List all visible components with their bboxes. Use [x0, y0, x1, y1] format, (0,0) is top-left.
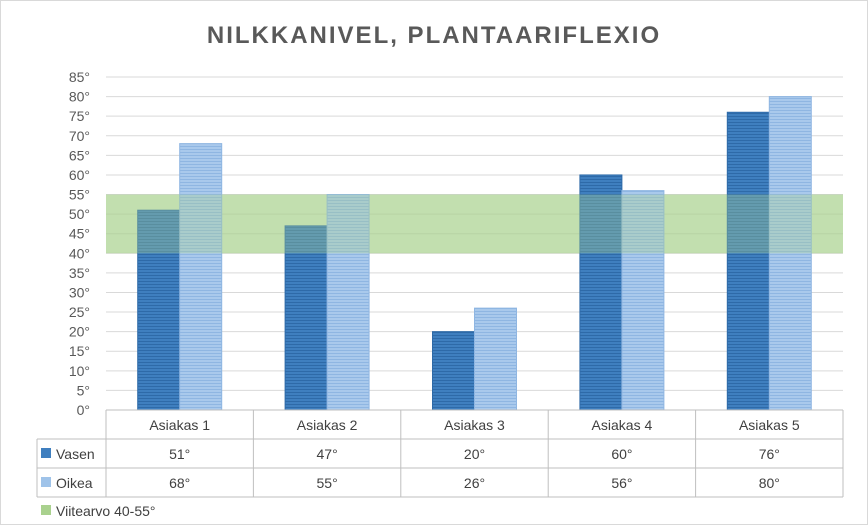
- legend-key-reference: [41, 505, 51, 515]
- y-tick-label: 40°: [69, 245, 90, 261]
- bar-oikea: [621, 190, 665, 411]
- x-category-label: Asiakas 1: [149, 417, 210, 433]
- bar-vasen: [284, 225, 328, 411]
- x-category-label: Asiakas 3: [444, 417, 505, 433]
- y-tick-label: 35°: [69, 265, 90, 281]
- data-label: 56°: [611, 475, 632, 491]
- y-tick-label: 55°: [69, 187, 90, 203]
- y-tick-label: 0°: [77, 402, 90, 418]
- legend-key-oikea: [41, 477, 51, 487]
- data-label: 76°: [759, 446, 780, 462]
- reference-band: [106, 194, 843, 254]
- legend-label: Oikea: [56, 475, 93, 491]
- x-category-label: Asiakas 2: [297, 417, 358, 433]
- y-tick-label: 60°: [69, 167, 90, 183]
- legend-label: Viitearvo 40-55°: [56, 503, 156, 519]
- y-tick-label: 65°: [69, 147, 90, 163]
- y-tick-label: 70°: [69, 128, 90, 144]
- data-label: 68°: [169, 475, 190, 491]
- bar-vasen: [579, 174, 623, 411]
- reference-band-overlay: [106, 194, 843, 254]
- bar-oikea: [179, 143, 223, 411]
- bar-oikea: [326, 194, 370, 411]
- y-tick-label: 75°: [69, 108, 90, 124]
- data-label: 80°: [759, 475, 780, 491]
- y-tick-label: 30°: [69, 284, 90, 300]
- bar-vasen: [726, 111, 770, 411]
- x-category-label: Asiakas 4: [592, 417, 653, 433]
- y-tick-label: 50°: [69, 206, 90, 222]
- bar-oikea: [474, 307, 517, 411]
- data-label: 20°: [464, 446, 485, 462]
- bar-oikea: [768, 96, 812, 411]
- y-tick-label: 45°: [69, 226, 90, 242]
- y-tick-label: 85°: [69, 69, 90, 85]
- legend-key-vasen: [41, 448, 51, 458]
- y-tick-label: 15°: [69, 343, 90, 359]
- data-label: 47°: [317, 446, 338, 462]
- data-label: 51°: [169, 446, 190, 462]
- bar-vasen: [432, 331, 475, 411]
- x-category-label: Asiakas 5: [739, 417, 800, 433]
- y-tick-label: 10°: [69, 363, 90, 379]
- legend-label: Vasen: [56, 446, 95, 462]
- data-label: 55°: [317, 475, 338, 491]
- data-label: 26°: [464, 475, 485, 491]
- chart-title: NILKKANIVEL, PLANTAARIFLEXIO: [206, 22, 662, 49]
- y-tick-label: 20°: [69, 324, 90, 340]
- y-tick-label: 80°: [69, 89, 90, 105]
- y-tick-label: 5°: [77, 382, 90, 398]
- bar-vasen: [137, 209, 181, 411]
- y-tick-label: 25°: [69, 304, 90, 320]
- data-label: 60°: [611, 446, 632, 462]
